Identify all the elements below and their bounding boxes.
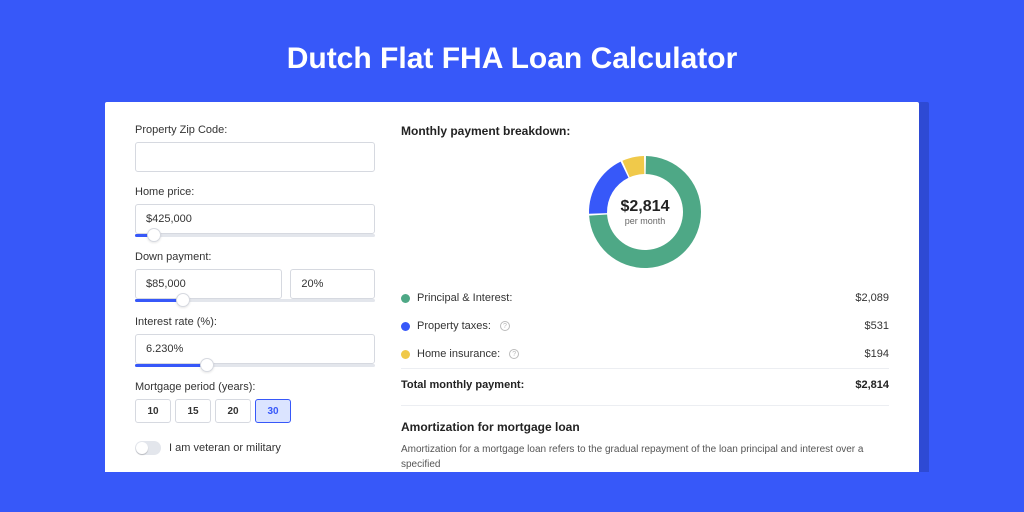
amortization-text: Amortization for a mortgage loan refers … (401, 442, 889, 472)
page-title: Dutch Flat FHA Loan Calculator (0, 0, 1024, 102)
down-payment-slider[interactable] (135, 299, 375, 302)
legend-row: Home insurance:? $194 (401, 340, 889, 368)
home-price-group: Home price: (135, 186, 375, 237)
legend-label: Home insurance: (417, 348, 500, 360)
breakdown-title: Monthly payment breakdown: (401, 124, 889, 138)
mortgage-period-option-10[interactable]: 10 (135, 399, 171, 423)
legend-left: Principal & Interest: (401, 292, 512, 304)
zip-field-group: Property Zip Code: (135, 124, 375, 172)
mortgage-period-option-15[interactable]: 15 (175, 399, 211, 423)
legend-amount: $531 (865, 320, 889, 332)
home-price-input[interactable] (135, 204, 375, 234)
info-icon[interactable]: ? (509, 349, 519, 359)
zip-label: Property Zip Code: (135, 124, 375, 136)
legend-left: Property taxes:? (401, 320, 510, 332)
info-icon[interactable]: ? (500, 321, 510, 331)
mortgage-period-options: 10152030 (135, 399, 375, 423)
legend-label: Property taxes: (417, 320, 491, 332)
mortgage-period-option-20[interactable]: 20 (215, 399, 251, 423)
donut-center-value: $2,814 (621, 198, 670, 216)
veteran-toggle-row: I am veteran or military (135, 441, 375, 455)
legend-amount: $194 (865, 348, 889, 360)
legend-amount: $2,089 (855, 292, 889, 304)
veteran-toggle[interactable] (135, 441, 161, 455)
total-label: Total monthly payment: (401, 379, 524, 391)
down-payment-label: Down payment: (135, 251, 375, 263)
amortization-section: Amortization for mortgage loan Amortizat… (401, 405, 889, 472)
donut-center-label: per month (625, 216, 666, 226)
interest-rate-label: Interest rate (%): (135, 316, 375, 328)
interest-rate-slider[interactable] (135, 364, 375, 367)
veteran-label: I am veteran or military (169, 442, 281, 454)
down-payment-amount-input[interactable] (135, 269, 282, 299)
interest-rate-input[interactable] (135, 334, 375, 364)
legend-label: Principal & Interest: (417, 292, 512, 304)
donut-chart: $2,814 per month (585, 152, 705, 272)
interest-rate-group: Interest rate (%): (135, 316, 375, 367)
mortgage-period-label: Mortgage period (years): (135, 381, 375, 393)
donut-chart-container: $2,814 per month (401, 144, 889, 284)
down-payment-group: Down payment: (135, 251, 375, 302)
home-price-slider[interactable] (135, 234, 375, 237)
calculator-card: Property Zip Code: Home price: Down paym… (105, 102, 919, 472)
mortgage-period-group: Mortgage period (years): 10152030 (135, 381, 375, 423)
legend-row: Property taxes:? $531 (401, 312, 889, 340)
legend-dot-icon (401, 322, 410, 331)
results-panel: Monthly payment breakdown: $2,814 per mo… (401, 124, 889, 472)
home-price-label: Home price: (135, 186, 375, 198)
donut-center: $2,814 per month (585, 152, 705, 272)
legend-row: Principal & Interest: $2,089 (401, 284, 889, 312)
breakdown-legend: Principal & Interest: $2,089 Property taxe… (401, 284, 889, 368)
legend-dot-icon (401, 350, 410, 359)
toggle-knob (136, 442, 148, 454)
zip-input[interactable] (135, 142, 375, 172)
total-row: Total monthly payment: $2,814 (401, 368, 889, 405)
down-payment-percent-input[interactable] (290, 269, 375, 299)
mortgage-period-option-30[interactable]: 30 (255, 399, 291, 423)
legend-dot-icon (401, 294, 410, 303)
form-panel: Property Zip Code: Home price: Down paym… (135, 124, 375, 472)
legend-left: Home insurance:? (401, 348, 519, 360)
total-amount: $2,814 (855, 379, 889, 391)
amortization-title: Amortization for mortgage loan (401, 420, 889, 434)
